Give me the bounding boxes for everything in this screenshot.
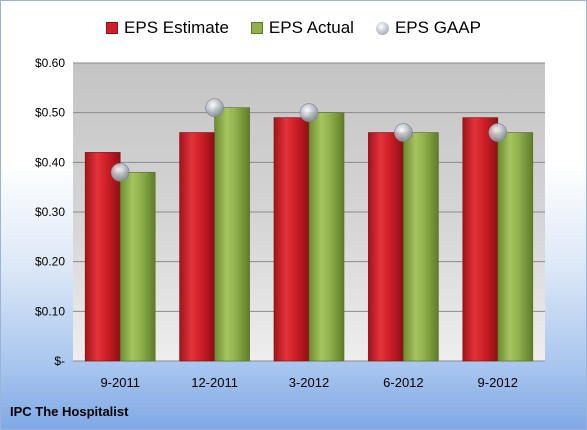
marker-eps-gaap bbox=[299, 103, 319, 122]
legend-item-actual: EPS Actual bbox=[250, 18, 354, 38]
x-tick-label: 9-2012 bbox=[478, 375, 518, 390]
y-tick-label: $0.10 bbox=[35, 304, 65, 318]
y-tick-label: $0.60 bbox=[35, 56, 65, 70]
legend-swatch-actual bbox=[250, 22, 263, 34]
legend-swatch-gaap bbox=[375, 21, 389, 35]
y-tick-label: $0.30 bbox=[35, 205, 65, 219]
legend-item-gaap: EPS GAAP bbox=[375, 18, 481, 38]
y-tick-label: $0.50 bbox=[35, 106, 65, 120]
x-tick-label: 12-2011 bbox=[191, 375, 238, 390]
bar-eps-actual bbox=[403, 132, 439, 362]
y-tick-label: $- bbox=[54, 354, 65, 368]
marker-eps-gaap bbox=[110, 162, 130, 182]
company-name: IPC The Hospitalist bbox=[10, 404, 129, 419]
bar-eps-estimate bbox=[462, 117, 499, 362]
y-tick-label: $0.40 bbox=[35, 155, 65, 169]
y-tick-label: $0.20 bbox=[35, 255, 65, 269]
legend-label-actual: EPS Actual bbox=[268, 18, 354, 37]
bar-eps-actual bbox=[119, 171, 156, 362]
legend-swatch-estimate bbox=[106, 22, 119, 34]
marker-eps-gaap bbox=[205, 98, 224, 117]
bar-eps-actual bbox=[214, 107, 250, 362]
marker-eps-gaap bbox=[394, 123, 413, 142]
legend-item-estimate: EPS Estimate bbox=[106, 18, 229, 38]
bar-eps-actual bbox=[497, 132, 534, 362]
x-tick-label: 9-2011 bbox=[100, 375, 140, 390]
bar-eps-estimate bbox=[84, 152, 121, 362]
bar-eps-estimate bbox=[273, 117, 310, 362]
x-tick-label: 3-2012 bbox=[289, 375, 329, 390]
legend-label-gaap: EPS GAAP bbox=[394, 18, 481, 37]
marker-eps-gaap bbox=[488, 123, 508, 142]
eps-bar-chart: $- $0.10 $0.20 $0.30 $0.40 $0.50 $0.60 9-2011 1… bbox=[35, 56, 545, 390]
chart-legend: EPS Estimate EPS Actual EPS GAAP bbox=[1, 18, 586, 38]
legend-label-estimate: EPS Estimate bbox=[124, 18, 229, 37]
bar-eps-estimate bbox=[179, 132, 215, 362]
bar-eps-estimate bbox=[368, 132, 404, 362]
bar-eps-actual bbox=[308, 112, 345, 362]
x-tick-label: 6-2012 bbox=[383, 375, 423, 390]
